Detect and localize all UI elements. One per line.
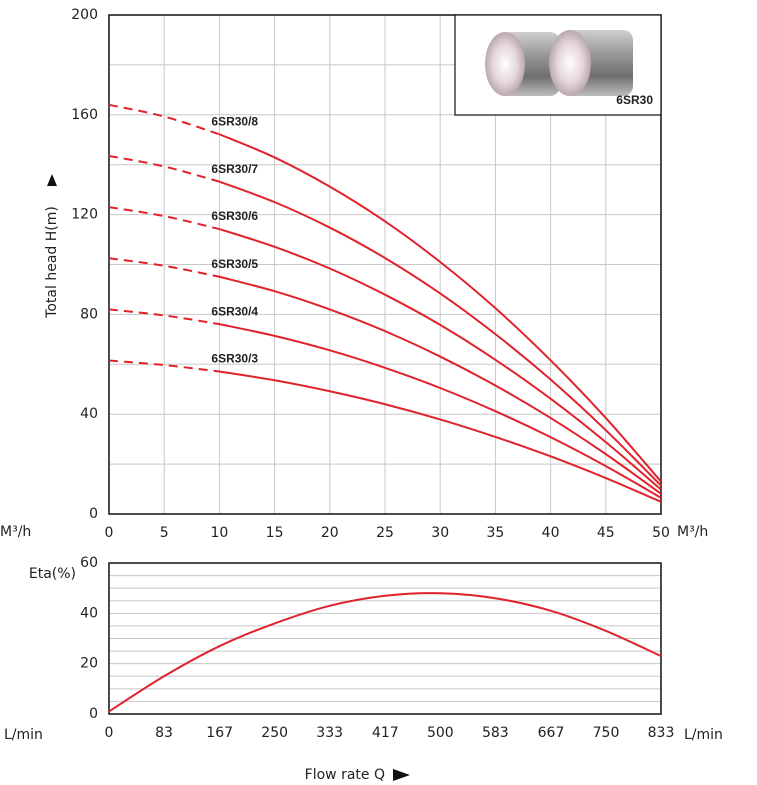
line	[108, 308, 220, 326]
x-tick-label: 583	[482, 725, 509, 741]
x-tick-label: 45	[597, 525, 615, 541]
line	[219, 370, 662, 503]
inset: 6SR30	[454, 14, 662, 116]
line	[219, 275, 662, 495]
x-tick-label: 333	[316, 725, 343, 741]
y-tick-label: 80	[80, 306, 98, 322]
x-tick-label: 0	[105, 725, 114, 741]
x-tick-label: 15	[266, 525, 284, 541]
x-tick-label: 417	[372, 725, 399, 741]
y-tick-label: 0	[89, 706, 98, 722]
plot: 0 83 167 250 333 417 500 583 667 750 833 0 20 40 60	[80, 555, 674, 741]
series-label: 6SR30/4	[211, 304, 258, 318]
x-tick-label: 5	[160, 525, 169, 541]
line	[108, 592, 662, 713]
y-tick-label: 60	[80, 555, 98, 571]
x-tick-label: 167	[206, 725, 233, 741]
x-unit: M³/h	[677, 524, 708, 540]
line	[219, 133, 662, 483]
plot: 0 5 10 15 20 25 30 35 40 45 50 0 40 80 120 160 200 6SR30/…	[71, 7, 670, 541]
x-tick-label: 750	[593, 725, 620, 741]
x-tick-label: 83	[155, 725, 173, 741]
y-axis-title: Eta(%)	[29, 566, 76, 582]
series-label: 6SR30/7	[211, 162, 258, 176]
y-axis-title: Total head H(m)	[44, 206, 60, 319]
inset-label: 6SR30	[616, 93, 653, 107]
x-tick-label: 20	[321, 525, 339, 541]
series-label: 6SR30/8	[211, 114, 258, 128]
x-unit: L/min	[4, 727, 43, 743]
line	[219, 228, 662, 491]
x-axis-title: Flow rate Q	[305, 767, 385, 783]
y-tick-label: 200	[71, 7, 98, 23]
y-tick-label: 120	[71, 207, 98, 223]
x-tick-label: 833	[648, 725, 675, 741]
plot-frame	[108, 562, 662, 715]
line	[219, 323, 662, 499]
x-tick-label: 250	[261, 725, 288, 741]
line	[108, 359, 220, 373]
y-tick-label: 40	[80, 406, 98, 422]
x-tick-label: 500	[427, 725, 454, 741]
x-tick-label: 40	[542, 525, 560, 541]
arrow	[47, 174, 57, 186]
x-tick-label: 25	[376, 525, 394, 541]
x-tick-label: 30	[431, 525, 449, 541]
line	[219, 180, 662, 487]
x-tick-label: 10	[210, 525, 228, 541]
series-label: 6SR30/3	[211, 352, 258, 366]
series-label: 6SR30/6	[211, 209, 258, 223]
plot-frame	[108, 14, 662, 515]
x-tick-label: 50	[652, 525, 670, 541]
x-unit: M³/h	[0, 524, 31, 540]
x-tick-label: 667	[538, 725, 565, 741]
y-tick-label: 20	[80, 656, 98, 672]
x-unit: L/min	[684, 727, 723, 743]
y-tick-label: 160	[71, 107, 98, 123]
arrow	[393, 769, 410, 781]
series-label: 6SR30/5	[211, 257, 258, 271]
x-tick-label: 0	[105, 525, 114, 541]
x-tick-label: 35	[486, 525, 504, 541]
y-tick-label: 0	[89, 506, 98, 522]
y-tick-label: 40	[80, 605, 98, 621]
